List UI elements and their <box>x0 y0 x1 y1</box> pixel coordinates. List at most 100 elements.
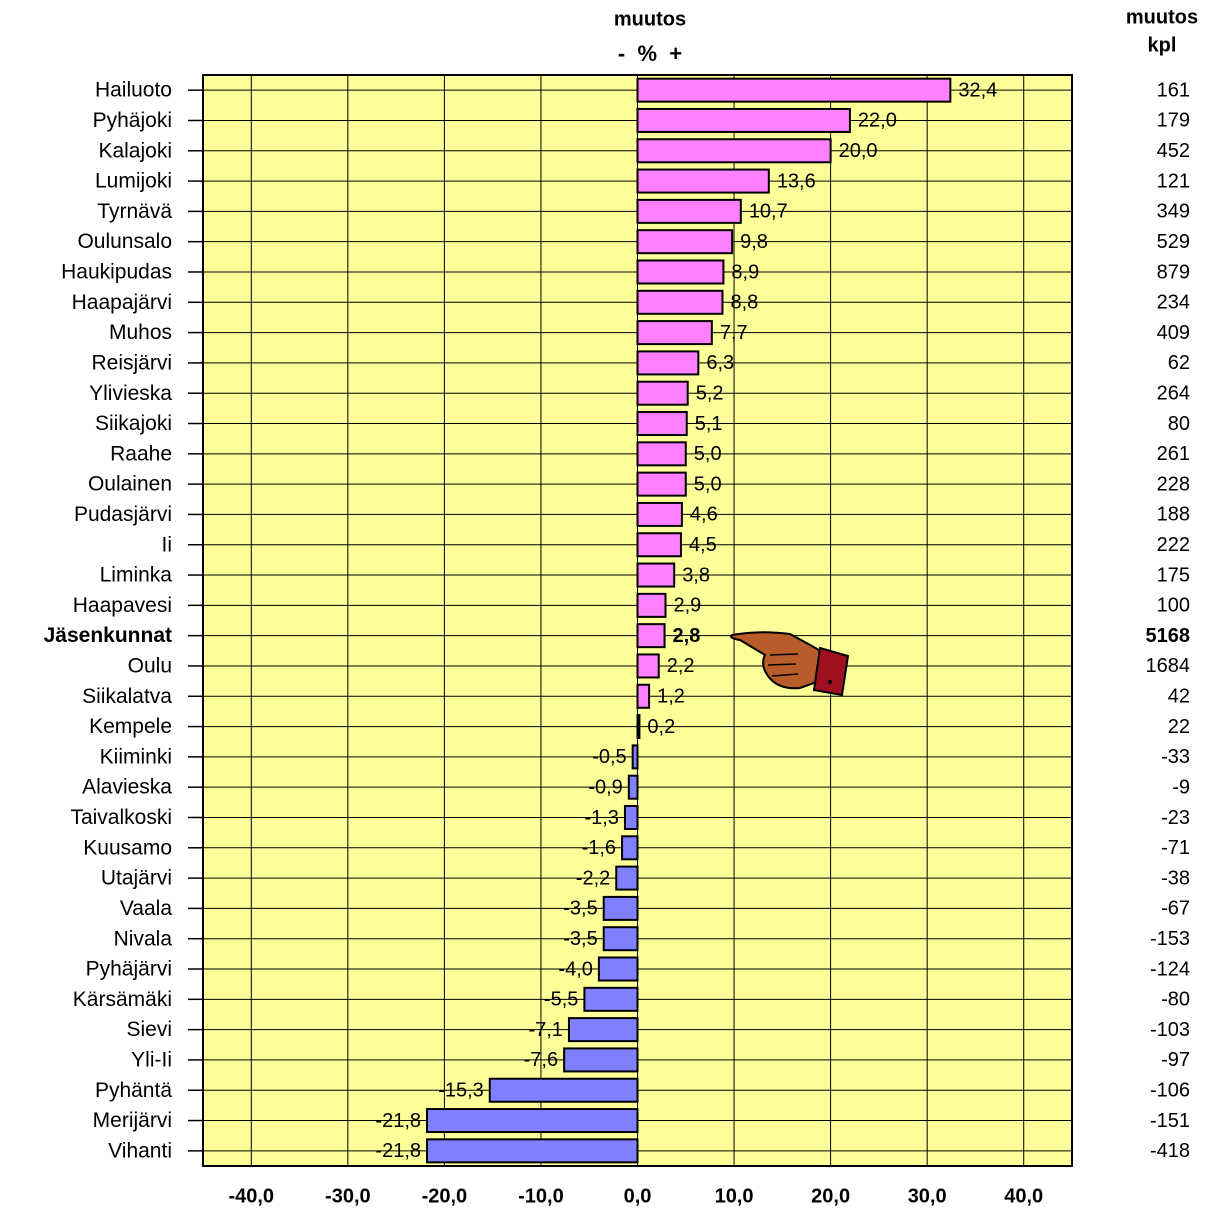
category-label: Kiiminki <box>100 745 172 768</box>
count-label: 264 <box>1157 382 1190 404</box>
value-label: 8,8 <box>730 292 758 314</box>
category-label: Siikalatva <box>82 685 172 708</box>
count-label: 22 <box>1168 716 1190 738</box>
count-label: -80 <box>1161 989 1190 1011</box>
bar <box>584 988 637 1011</box>
bar <box>638 654 659 677</box>
bar <box>604 897 638 920</box>
bar <box>629 776 638 799</box>
count-label: -418 <box>1150 1140 1190 1162</box>
value-label: 13,6 <box>777 170 816 192</box>
bar <box>638 442 686 465</box>
value-label: 2,9 <box>674 595 702 617</box>
category-label: Lumijoki <box>95 170 172 193</box>
category-label: Kempele <box>89 715 172 738</box>
value-label: -2,2 <box>576 867 610 889</box>
bar <box>427 1109 637 1132</box>
value-label: 9,8 <box>740 231 768 253</box>
category-label: Jäsenkunnat <box>44 624 172 647</box>
value-label: 6,3 <box>706 352 734 374</box>
category-label: Pyhäntä <box>95 1079 172 1102</box>
value-label: -0,5 <box>592 746 626 768</box>
bar <box>569 1018 638 1041</box>
value-label: -3,5 <box>563 928 597 950</box>
count-label: 529 <box>1157 231 1190 253</box>
value-label: -0,9 <box>588 776 622 798</box>
count-label: -97 <box>1161 1049 1190 1071</box>
category-label: Pyhäjärvi <box>86 958 172 981</box>
x-tick-label: 40,0 <box>1004 1185 1043 1207</box>
category-label: Oulunsalo <box>77 230 172 253</box>
count-label: 80 <box>1168 413 1190 435</box>
count-label: 222 <box>1157 534 1190 556</box>
count-label: -33 <box>1161 746 1190 768</box>
count-label: -106 <box>1150 1080 1190 1102</box>
bar <box>638 624 665 647</box>
category-label: Haapajärvi <box>72 291 172 314</box>
category-label: Pudasjärvi <box>74 503 172 526</box>
bar <box>638 594 666 617</box>
count-header: kpl <box>1148 34 1177 56</box>
value-label: 2,2 <box>667 655 695 677</box>
count-label: -153 <box>1150 928 1190 950</box>
value-label: -7,1 <box>528 1019 562 1041</box>
x-tick-label: 0,0 <box>624 1185 652 1207</box>
category-label: Pyhäjoki <box>93 109 172 132</box>
count-label: -151 <box>1150 1110 1190 1132</box>
category-label: Nivala <box>114 927 173 950</box>
value-label: 22,0 <box>858 110 897 132</box>
count-label: 42 <box>1168 686 1190 708</box>
count-label: 100 <box>1157 595 1190 617</box>
value-label: 5,0 <box>694 443 722 465</box>
category-label: Raahe <box>110 442 172 465</box>
category-label: Oulainen <box>88 473 172 496</box>
count-label: 1684 <box>1146 655 1191 677</box>
value-label: -3,5 <box>563 898 597 920</box>
count-label: -9 <box>1172 776 1190 798</box>
count-label: -38 <box>1161 867 1190 889</box>
category-label: Kuusamo <box>83 836 172 859</box>
bar <box>638 230 733 253</box>
bar <box>638 170 769 193</box>
value-label: 32,4 <box>958 79 997 101</box>
value-label: -4,0 <box>558 958 592 980</box>
value-label: -1,3 <box>584 807 618 829</box>
bar <box>638 291 723 314</box>
category-label: Haukipudas <box>61 261 172 284</box>
bar <box>638 200 741 223</box>
category-label: Taivalkoski <box>70 806 172 829</box>
value-label: 10,7 <box>749 201 788 223</box>
x-tick-label: -20,0 <box>422 1185 468 1207</box>
bar <box>638 715 640 738</box>
category-label: Kärsämäki <box>73 988 172 1011</box>
category-label: Ii <box>162 533 173 556</box>
count-label: 188 <box>1157 504 1190 526</box>
bar <box>622 836 637 859</box>
count-label: 175 <box>1157 564 1190 586</box>
x-tick-label: -30,0 <box>325 1185 371 1207</box>
bar <box>638 564 675 587</box>
bar <box>564 1048 637 1071</box>
count-label: 161 <box>1157 79 1190 101</box>
bar <box>638 473 686 496</box>
count-label: -103 <box>1150 1019 1190 1041</box>
value-label: 1,2 <box>657 686 685 708</box>
category-label: Tyrnävä <box>97 200 172 223</box>
x-tick-label: -10,0 <box>518 1185 564 1207</box>
bar <box>638 412 687 435</box>
category-label: Oulu <box>128 655 172 678</box>
count-label: 261 <box>1157 443 1190 465</box>
bar <box>638 351 699 374</box>
bar <box>638 503 682 526</box>
value-label: -7,6 <box>524 1049 558 1071</box>
count-label: 5168 <box>1146 625 1191 647</box>
bar <box>604 927 638 950</box>
value-label: -5,5 <box>544 989 578 1011</box>
value-label: 2,8 <box>673 625 701 647</box>
count-label: -67 <box>1161 898 1190 920</box>
value-label: 20,0 <box>839 140 878 162</box>
axis-title: - % + <box>618 41 682 66</box>
category-label: Yli-Ii <box>131 1048 172 1071</box>
value-label: 4,5 <box>689 534 717 556</box>
bar <box>490 1079 638 1102</box>
